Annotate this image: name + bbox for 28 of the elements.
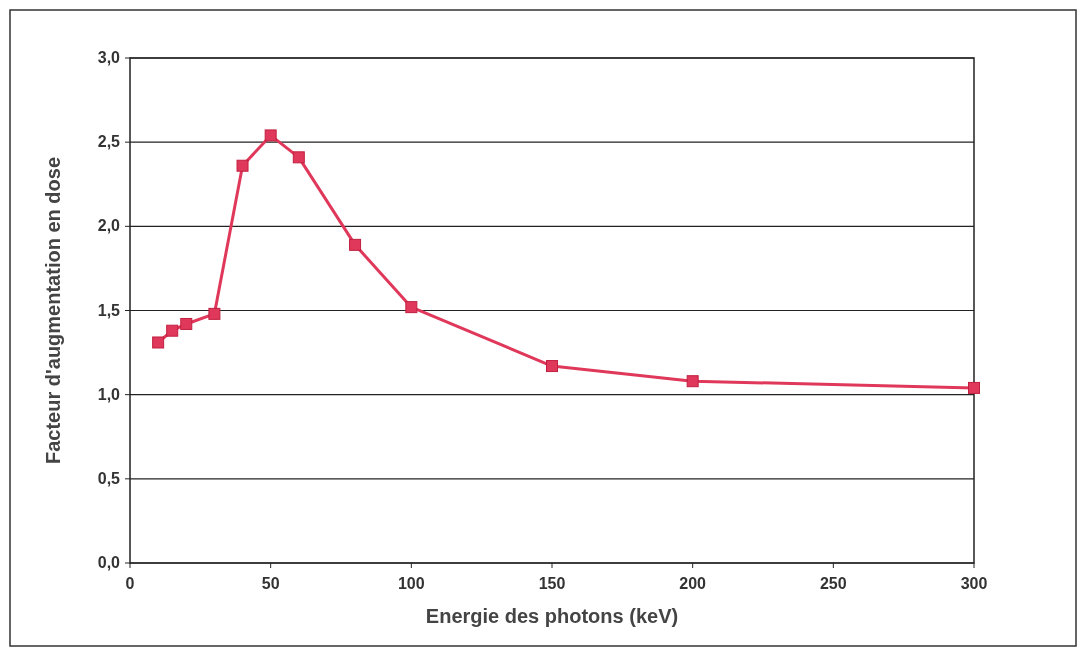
point <box>546 360 558 373</box>
point <box>180 317 193 330</box>
point <box>292 151 305 164</box>
y-axis-title: Facteur d'augmentation en dose <box>42 156 64 465</box>
y-tick-label: 2,5 <box>97 133 121 151</box>
x-tick-label: 100 <box>397 575 425 592</box>
point <box>686 375 699 388</box>
point <box>208 307 221 320</box>
x-tick-label: 300 <box>960 575 988 592</box>
x-tick-label: 200 <box>679 575 707 592</box>
point <box>236 159 249 172</box>
point <box>152 336 165 349</box>
y-tick-label: 1,0 <box>97 385 121 403</box>
point <box>968 381 980 394</box>
y-tick-label: 0,5 <box>97 469 121 487</box>
y-tick-label: 0,0 <box>97 554 121 571</box>
point <box>349 238 362 251</box>
point <box>264 129 277 142</box>
y-tick-label: 2,0 <box>97 217 121 235</box>
point <box>166 324 179 337</box>
x-tick-label: 250 <box>819 575 847 592</box>
point <box>405 301 418 314</box>
x-tick-label: 150 <box>538 575 566 592</box>
x-tick-label: 50 <box>261 575 280 592</box>
y-tick-label: 3,0 <box>97 49 121 66</box>
x-tick-label: 0 <box>125 575 135 592</box>
y-tick-label: 1,5 <box>97 301 121 319</box>
x-axis-title: Energie des photons (keV) <box>425 605 679 627</box>
